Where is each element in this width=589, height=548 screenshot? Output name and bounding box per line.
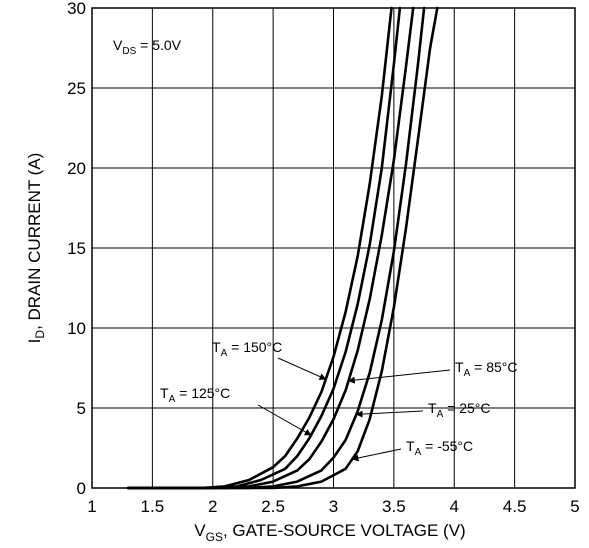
y-tick-label: 10 <box>67 319 86 338</box>
y-tick-label: 20 <box>67 159 86 178</box>
condition-annotation: VDS = 5.0V <box>113 37 182 57</box>
y-tick-label: 30 <box>67 0 86 18</box>
series-label-5: TA = -55°C <box>406 438 473 458</box>
annotation-arrow <box>347 369 451 384</box>
annotation-arrow <box>257 404 312 436</box>
series-line-4 <box>126 6 426 490</box>
x-tick-label: 4.5 <box>503 497 527 516</box>
series-label-1: TA = 150°C <box>212 339 282 359</box>
y-tick-labels: 0 5 10 15 20 25 30 <box>67 0 86 498</box>
series-line-2 <box>126 6 402 490</box>
x-tick-label: 4 <box>450 497 459 516</box>
series-layer <box>126 6 439 490</box>
series-label-3: TA = 85°C <box>455 359 517 379</box>
annotation-arrow <box>277 357 327 380</box>
series-label-4: TA = 25°C <box>428 400 490 420</box>
x-tick-label: 2 <box>208 497 217 516</box>
annotation-arrow <box>351 448 402 462</box>
y-tick-label: 0 <box>77 479 86 498</box>
x-tick-label: 1.5 <box>141 497 165 516</box>
x-tick-label: 5 <box>570 497 579 516</box>
y-tick-label: 25 <box>67 79 86 98</box>
y-axis-label: ID, DRAIN CURRENT (A) <box>25 153 47 344</box>
series-line-5 <box>126 6 439 490</box>
series-line-1 <box>126 6 393 490</box>
series-line-3 <box>126 6 415 490</box>
annotation-arrow <box>355 410 424 418</box>
x-tick-label: 2.5 <box>261 497 285 516</box>
x-tick-label: 1 <box>87 497 96 516</box>
x-axis-label: VGS, GATE-SOURCE VOLTAGE (V) <box>194 521 465 544</box>
x-tick-labels: 1 1.5 2 2.5 3 3.5 4 4.5 5 <box>87 497 579 516</box>
series-annotations: TA = 150°C TA = 125°C TA = 85°C TA = 25°C TA… <box>160 339 517 462</box>
y-tick-label: 5 <box>77 399 86 418</box>
x-tick-label: 3 <box>329 497 338 516</box>
series-label-2: TA = 125°C <box>160 385 230 405</box>
plot-frame <box>91 7 576 489</box>
y-tick-label: 15 <box>67 239 86 258</box>
x-tick-label: 3.5 <box>382 497 406 516</box>
